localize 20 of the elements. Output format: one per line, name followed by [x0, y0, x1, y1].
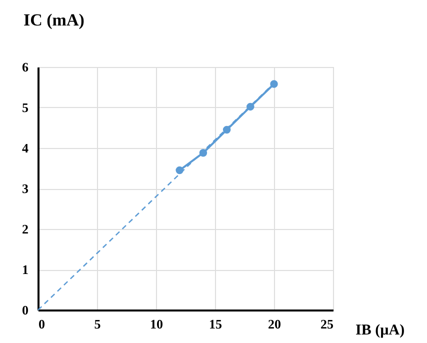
- y-tick-label: 1: [22, 262, 28, 277]
- y-tick-label: 3: [22, 181, 29, 196]
- point: [199, 148, 208, 157]
- x-tick-label: 25: [320, 316, 334, 332]
- y-tick-label: 4: [22, 140, 29, 156]
- x-tick-label: 5: [94, 316, 102, 332]
- x-axis-title: IB (µA): [356, 322, 405, 338]
- x-tick-label: 0: [38, 316, 45, 332]
- point: [270, 80, 278, 88]
- y-tick-label: 2: [22, 222, 28, 236]
- point: [222, 126, 231, 134]
- x-tick-label: 20: [268, 316, 281, 332]
- y-axis-title: IC (mA): [24, 10, 84, 30]
- y-tick-label: 0: [22, 302, 28, 318]
- y-tick-label: 5: [22, 100, 29, 115]
- point: [246, 102, 254, 111]
- x-tick-label: 10: [150, 316, 163, 332]
- x-tick-label: 15: [209, 316, 222, 332]
- point: [176, 166, 184, 174]
- y-tick-label: 6: [22, 60, 29, 74]
